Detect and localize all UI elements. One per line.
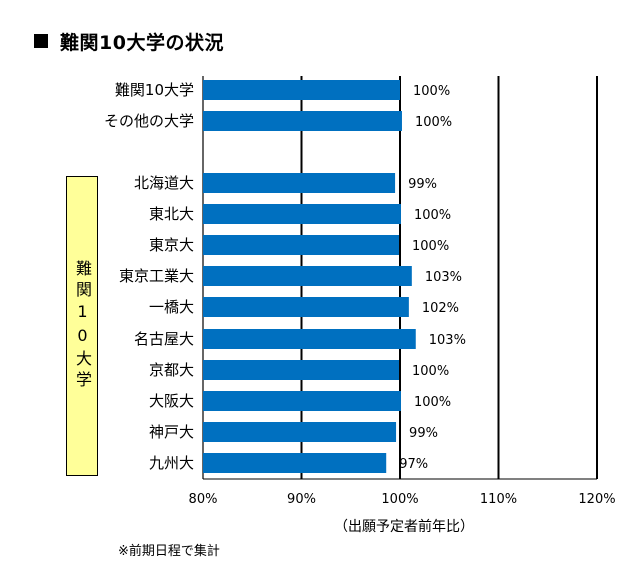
bar-6: [203, 266, 412, 286]
value-label-1: 100%: [413, 84, 450, 99]
category-label-8: 名古屋大: [134, 330, 194, 348]
category-label-3: 北海道大: [134, 174, 194, 192]
category-label-9: 京都大: [149, 361, 194, 379]
bar-7: [203, 297, 409, 317]
value-label-3: 99%: [408, 177, 437, 192]
value-label-10: 100%: [414, 395, 451, 410]
category-label-1: 難関10大学: [115, 81, 194, 99]
value-label-9: 100%: [412, 364, 449, 379]
value-label-4: 100%: [414, 208, 451, 223]
group-label: 難関10大学: [73, 260, 92, 392]
category-label-7: 一橋大: [149, 298, 194, 316]
category-label-11: 神戸大: [149, 423, 194, 441]
value-label-12: 97%: [399, 457, 428, 472]
chart-title-text: 難関10大学の状況: [60, 31, 224, 54]
category-label-4: 東北大: [149, 205, 194, 223]
bar-10: [203, 391, 401, 411]
value-label-5: 100%: [412, 239, 449, 254]
group-label-box: 難関10大学: [66, 176, 98, 476]
value-label-8: 103%: [429, 333, 466, 348]
value-label-7: 102%: [422, 301, 459, 316]
category-label-12: 九州大: [149, 454, 194, 472]
bar-1: [203, 80, 400, 100]
bar-3: [203, 173, 396, 193]
x-tick-label-100: 100%: [381, 492, 418, 507]
value-label-11: 99%: [409, 426, 438, 441]
x-tick-label-80: 80%: [189, 492, 218, 507]
category-label-2: その他の大学: [104, 112, 194, 130]
bar-12: [203, 453, 387, 473]
value-label-2: 100%: [415, 115, 452, 130]
bar-9: [203, 360, 400, 380]
x-tick-label-110: 110%: [480, 492, 517, 507]
bar-5: [203, 235, 400, 255]
bar-11: [203, 422, 397, 442]
bar-2: [203, 111, 402, 131]
bar-4: [203, 204, 401, 224]
category-label-5: 東京大: [149, 236, 194, 254]
x-axis-title: （出願予定者前年比）: [334, 518, 474, 535]
category-label-6: 東京工業大: [119, 267, 194, 285]
category-label-10: 大阪大: [149, 392, 194, 410]
bar-8: [203, 329, 416, 349]
x-tick-label-120: 120%: [578, 492, 615, 507]
footnote: ※前期日程で集計: [118, 544, 220, 559]
x-tick-label-90: 90%: [287, 492, 316, 507]
chart-title: 難関10大学の状況: [34, 26, 224, 56]
value-label-6: 103%: [425, 270, 462, 285]
title-square-icon: [34, 34, 48, 48]
